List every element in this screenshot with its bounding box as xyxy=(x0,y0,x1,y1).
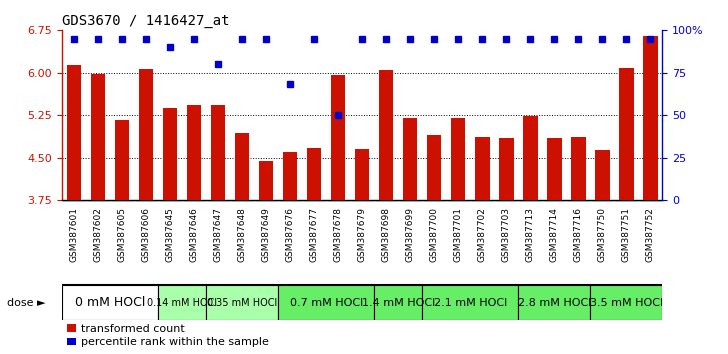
Text: GSM387606: GSM387606 xyxy=(141,207,151,262)
Text: GSM387752: GSM387752 xyxy=(646,207,655,262)
Bar xyxy=(403,118,417,200)
Bar xyxy=(115,120,129,200)
Bar xyxy=(235,133,249,200)
Bar xyxy=(499,138,513,200)
Text: GSM387645: GSM387645 xyxy=(165,207,175,262)
Text: 0 mM HOCl: 0 mM HOCl xyxy=(75,296,145,309)
Text: 0.14 mM HOCl: 0.14 mM HOCl xyxy=(147,298,217,308)
Bar xyxy=(158,285,206,320)
Bar xyxy=(163,108,177,200)
Text: GSM387699: GSM387699 xyxy=(405,207,415,262)
Bar xyxy=(451,119,465,200)
Text: 2.1 mM HOCl: 2.1 mM HOCl xyxy=(434,298,507,308)
Bar xyxy=(355,149,369,200)
Text: GSM387750: GSM387750 xyxy=(598,207,607,262)
Text: 0.35 mM HOCl: 0.35 mM HOCl xyxy=(207,298,277,308)
Text: dose ►: dose ► xyxy=(7,298,46,308)
Text: GSM387647: GSM387647 xyxy=(213,207,223,262)
Legend: transformed count, percentile rank within the sample: transformed count, percentile rank withi… xyxy=(68,324,269,348)
Text: GSM387678: GSM387678 xyxy=(333,207,343,262)
Bar xyxy=(307,148,321,200)
Text: 3.5 mM HOCl: 3.5 mM HOCl xyxy=(590,298,663,308)
Bar xyxy=(374,285,422,320)
Text: GSM387605: GSM387605 xyxy=(117,207,127,262)
Text: GSM387714: GSM387714 xyxy=(550,207,559,262)
Text: GSM387751: GSM387751 xyxy=(622,207,631,262)
Text: 2.8 mM HOCl: 2.8 mM HOCl xyxy=(518,298,591,308)
Text: GSM387648: GSM387648 xyxy=(237,207,247,262)
Text: GSM387698: GSM387698 xyxy=(381,207,391,262)
Bar xyxy=(278,285,374,320)
Bar xyxy=(67,65,81,200)
Bar xyxy=(571,137,585,200)
Bar xyxy=(620,68,633,200)
Text: GSM387713: GSM387713 xyxy=(526,207,535,262)
Bar xyxy=(518,285,590,320)
Bar xyxy=(422,285,518,320)
Text: GSM387646: GSM387646 xyxy=(189,207,199,262)
Bar xyxy=(379,70,393,200)
Bar xyxy=(596,150,609,200)
Bar xyxy=(206,285,278,320)
Text: GSM387700: GSM387700 xyxy=(430,207,439,262)
Text: GSM387676: GSM387676 xyxy=(285,207,295,262)
Bar xyxy=(475,137,489,200)
Bar xyxy=(331,75,345,200)
Text: GSM387601: GSM387601 xyxy=(69,207,79,262)
Bar xyxy=(91,74,105,200)
Bar xyxy=(547,138,561,200)
Text: GSM387703: GSM387703 xyxy=(502,207,511,262)
Bar xyxy=(62,285,158,320)
Text: 0.7 mM HOCl: 0.7 mM HOCl xyxy=(290,298,363,308)
Text: GSM387649: GSM387649 xyxy=(261,207,271,262)
Text: GSM387602: GSM387602 xyxy=(93,207,103,262)
Text: GSM387702: GSM387702 xyxy=(478,207,487,262)
Text: GSM387677: GSM387677 xyxy=(309,207,319,262)
Bar xyxy=(644,36,657,200)
Text: GSM387679: GSM387679 xyxy=(357,207,367,262)
Bar xyxy=(187,105,201,200)
Bar xyxy=(283,152,297,200)
Text: GDS3670 / 1416427_at: GDS3670 / 1416427_at xyxy=(62,14,229,28)
Bar xyxy=(211,105,225,200)
Text: GSM387701: GSM387701 xyxy=(454,207,463,262)
Bar xyxy=(523,116,537,200)
Text: GSM387716: GSM387716 xyxy=(574,207,583,262)
Bar xyxy=(259,161,273,200)
Text: 1.4 mM HOCl: 1.4 mM HOCl xyxy=(362,298,435,308)
Bar xyxy=(590,285,662,320)
Bar xyxy=(427,135,441,200)
Bar xyxy=(139,69,153,200)
